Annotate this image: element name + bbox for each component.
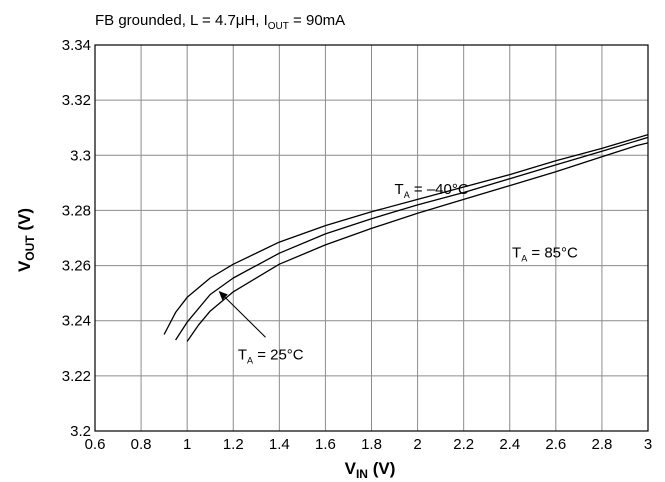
series-label-main: T (512, 244, 521, 261)
x-tick-label: 1.8 (361, 436, 382, 453)
annotation-arrow (219, 292, 265, 337)
x-tick-label: 1.6 (315, 436, 336, 453)
x-tick-label: 1.4 (269, 436, 290, 453)
series-label: TA = –40°C (395, 181, 469, 200)
series-label-text: = –40°C (410, 181, 469, 198)
series-line (176, 137, 648, 340)
series-annotations: TA = –40°C TA = 85°C TA = 25°C (219, 181, 578, 365)
y-axis-title-unit: (V) (15, 208, 34, 235)
x-tick-label: 2.8 (591, 436, 612, 453)
x-tick-label: 1 (183, 436, 191, 453)
y-axis-title: VOUT (V) (15, 208, 37, 272)
grid-lines (95, 45, 648, 431)
y-tick-label: 3.28 (62, 202, 91, 219)
conditions-suffix: = 90mA (289, 12, 345, 29)
y-tick-label: 3.26 (62, 258, 91, 275)
x-tick-label: 2.4 (499, 436, 520, 453)
x-tick-label: 1.2 (223, 436, 244, 453)
x-tick-label: 3 (644, 436, 652, 453)
series-label: TA = 25°C (238, 346, 304, 365)
series-label-text: = 85°C (527, 244, 578, 261)
x-tick-labels: 0.6 0.8 1 1.2 1.4 1.6 1.8 2 2.2 2.4 2.6 2.8 3 (85, 436, 653, 453)
y-tick-label: 3.24 (62, 313, 91, 330)
y-tick-label: 3.2 (70, 423, 91, 440)
x-axis-title: VIN (V) (345, 459, 396, 481)
y-axis-title-main: V (15, 260, 34, 272)
series-label-main: T (238, 346, 247, 363)
x-axis-title-sub: IN (356, 467, 368, 481)
conditions-subscript: OUT (268, 21, 289, 32)
y-tick-label: 3.32 (62, 92, 91, 109)
x-tick-label: 0.8 (131, 436, 152, 453)
series-lines (164, 135, 648, 342)
conditions-prefix: FB grounded, L = 4.7μH, I (95, 12, 268, 29)
y-tick-labels: 3.2 3.22 3.24 3.26 3.28 3.3 3.32 3.34 (62, 37, 91, 440)
conditions-label: FB grounded, L = 4.7μH, IOUT = 90mA (95, 12, 345, 32)
x-axis-title-unit: (V) (368, 459, 395, 478)
x-tick-label: 2.6 (545, 436, 566, 453)
series-label: TA = 85°C (512, 244, 578, 263)
series-label-text: = 25°C (253, 346, 304, 363)
y-tick-label: 3.3 (70, 147, 91, 164)
series-line (164, 135, 648, 335)
y-tick-label: 3.22 (62, 368, 91, 385)
y-axis-title-sub: OUT (23, 235, 37, 261)
series-label-main: T (395, 181, 404, 198)
x-tick-label: 2 (413, 436, 421, 453)
y-tick-label: 3.34 (62, 37, 91, 54)
x-tick-label: 2.2 (453, 436, 474, 453)
x-axis-title-main: V (345, 459, 357, 478)
